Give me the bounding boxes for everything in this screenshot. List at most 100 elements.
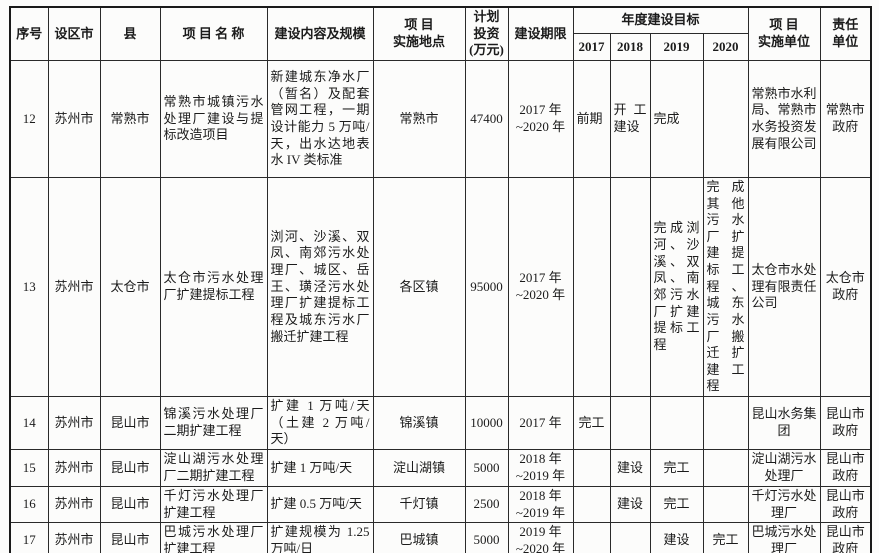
cell-no: 13: [9, 176, 49, 398]
cell-location: 常熟市: [372, 59, 466, 178]
cell-period: 2019 年 ~2020 年: [507, 522, 574, 553]
table-row: 12 苏州市 常熟市 常熟市城镇污水处理厂建设与提标改造项目 新建城东净水厂（暂…: [9, 59, 872, 178]
cell-county: 昆山市: [99, 522, 161, 553]
cell-2017: 前期: [572, 59, 611, 178]
cell-content-scale: 新建城东净水厂（暂名）及配套管网工程，一期设计能力 5 万吨/天，出水达地表水 …: [266, 59, 374, 178]
cell-2018: [609, 522, 651, 553]
cell-2020: [702, 448, 749, 487]
cell-2019: 完工: [649, 485, 704, 524]
cell-2017: [572, 485, 611, 524]
cell-project-name: 千灯污水处理厂扩建工程: [159, 485, 268, 524]
col-header-responsible-unit: 责任 单位: [819, 6, 872, 61]
col-header-investment: 计划 投资 (万元): [464, 6, 509, 61]
cell-city: 苏州市: [47, 176, 101, 398]
cell-project-name: 巴城污水处理厂扩建工程: [159, 522, 268, 553]
cell-location: 锦溪镇: [372, 396, 466, 450]
col-header-implementing-unit: 项 目 实施单位: [747, 6, 821, 61]
cell-2020: [702, 59, 749, 178]
cell-2019: [649, 396, 704, 450]
col-header-2017: 2017: [572, 33, 611, 61]
cell-2017: [572, 448, 611, 487]
cell-period: 2017 年 ~2020 年: [507, 59, 574, 178]
cell-2020: [702, 485, 749, 524]
cell-city: 苏州市: [47, 59, 101, 178]
cell-period: 2018 年 ~2019 年: [507, 485, 574, 524]
cell-2018: 建设: [609, 448, 651, 487]
cell-implementing-unit: 太仓市水处理有限责任公司: [747, 176, 821, 398]
col-header-annual-target: 年度建设目标: [572, 6, 749, 35]
cell-2020: 完工: [702, 522, 749, 553]
header-row-2: 2017 2018 2019 2020: [10, 33, 871, 61]
cell-investment: 47400: [464, 59, 509, 178]
cell-implementing-unit: 淀山湖污水处理厂: [747, 448, 821, 487]
cell-implementing-unit: 常熟市水利局、常熟市水务投资发展有限公司: [747, 59, 821, 178]
cell-county: 太仓市: [99, 176, 161, 398]
table-row: 16 苏州市 昆山市 千灯污水处理厂扩建工程 扩建 0.5 万吨/天 千灯镇 2…: [9, 485, 872, 524]
cell-location: 淀山湖镇: [372, 448, 466, 487]
cell-2020: [702, 396, 749, 450]
cell-responsible-unit: 昆山市政府: [819, 485, 872, 524]
cell-investment: 2500: [464, 485, 509, 524]
cell-content-scale: 浏河、沙溪、双凤、南郊污水处理厂、城区、岳王、璜泾污水处理厂扩建提标工程及城东污…: [266, 176, 374, 398]
cell-period: 2018 年 ~2019 年: [507, 448, 574, 487]
col-header-no: 序号: [9, 6, 49, 61]
cell-city: 苏州市: [47, 485, 101, 524]
cell-project-name: 太仓市污水处理厂扩建提标工程: [159, 176, 268, 398]
cell-2018: [609, 176, 651, 398]
cell-2018: 建设: [609, 485, 651, 524]
cell-2017: [572, 176, 611, 398]
cell-city: 苏州市: [47, 448, 101, 487]
col-header-location: 项 目 实施地点: [372, 6, 466, 61]
cell-investment: 95000: [464, 176, 509, 398]
cell-county: 昆山市: [99, 485, 161, 524]
cell-project-name: 淀山湖污水处理厂二期扩建工程: [159, 448, 268, 487]
cell-2019: 完成浏河、沙溪、双凤、南郊污水厂扩建提标工程: [649, 176, 704, 398]
cell-2017: [572, 522, 611, 553]
col-header-2020: 2020: [702, 33, 749, 61]
cell-city: 苏州市: [47, 396, 101, 450]
cell-city: 苏州市: [47, 522, 101, 553]
cell-county: 昆山市: [99, 396, 161, 450]
cell-responsible-unit: 昆山市政府: [819, 448, 872, 487]
cell-content-scale: 扩建 1 万吨/天: [266, 448, 374, 487]
col-header-county: 县: [99, 6, 161, 61]
cell-location: 巴城镇: [372, 522, 466, 553]
cell-county: 常熟市: [99, 59, 161, 178]
table-row: 14 苏州市 昆山市 锦溪污水处理厂二期扩建工程 扩建 1 万吨/天（土建 2 …: [9, 396, 872, 450]
cell-content-scale: 扩建 0.5 万吨/天: [266, 485, 374, 524]
cell-2020: 完成其他污水厂扩建提标工程、城东污水厂搬迁扩建工程: [702, 176, 749, 398]
cell-no: 15: [9, 448, 49, 487]
table-row: 13 苏州市 太仓市 太仓市污水处理厂扩建提标工程 浏河、沙溪、双凤、南郊污水处…: [9, 176, 872, 398]
cell-period: 2017 年 ~2020 年: [507, 176, 574, 398]
cell-location: 各区镇: [372, 176, 466, 398]
col-header-project-name: 项 目 名 称: [159, 6, 268, 61]
cell-project-name: 锦溪污水处理厂二期扩建工程: [159, 396, 268, 450]
cell-2018: [609, 396, 651, 450]
col-header-period: 建设期限: [507, 6, 574, 61]
cell-responsible-unit: 常熟市政府: [819, 59, 872, 178]
cell-period: 2017 年: [507, 396, 574, 450]
table-row: 17 苏州市 昆山市 巴城污水处理厂扩建工程 扩建规模为 1.25 万吨/日 巴…: [9, 522, 872, 553]
cell-county: 昆山市: [99, 448, 161, 487]
cell-implementing-unit: 巴城污水处理厂: [747, 522, 821, 553]
cell-2019: 完工: [649, 448, 704, 487]
cell-location: 千灯镇: [372, 485, 466, 524]
cell-investment: 5000: [464, 522, 509, 553]
cell-responsible-unit: 昆山市政府: [819, 396, 872, 450]
col-header-2019: 2019: [649, 33, 704, 61]
cell-content-scale: 扩建规模为 1.25 万吨/日: [266, 522, 374, 553]
cell-no: 16: [9, 485, 49, 524]
col-header-content-scale: 建设内容及规模: [266, 6, 374, 61]
cell-implementing-unit: 昆山水务集团: [747, 396, 821, 450]
project-plan-table: 序号 设区市 县 项 目 名 称 建设内容及规模 项 目 实施地点 计划 投资 …: [9, 6, 873, 553]
cell-project-name: 常熟市城镇污水处理厂建设与提标改造项目: [159, 59, 268, 178]
cell-2017: 完工: [572, 396, 611, 450]
cell-2018: 开工建设: [609, 59, 651, 178]
cell-no: 17: [9, 522, 49, 553]
cell-investment: 10000: [464, 396, 509, 450]
cell-responsible-unit: 太仓市政府: [819, 176, 872, 398]
cell-content-scale: 扩建 1 万吨/天（土建 2 万吨/天）: [266, 396, 374, 450]
cell-2019: 建设: [649, 522, 704, 553]
cell-no: 12: [9, 59, 49, 178]
